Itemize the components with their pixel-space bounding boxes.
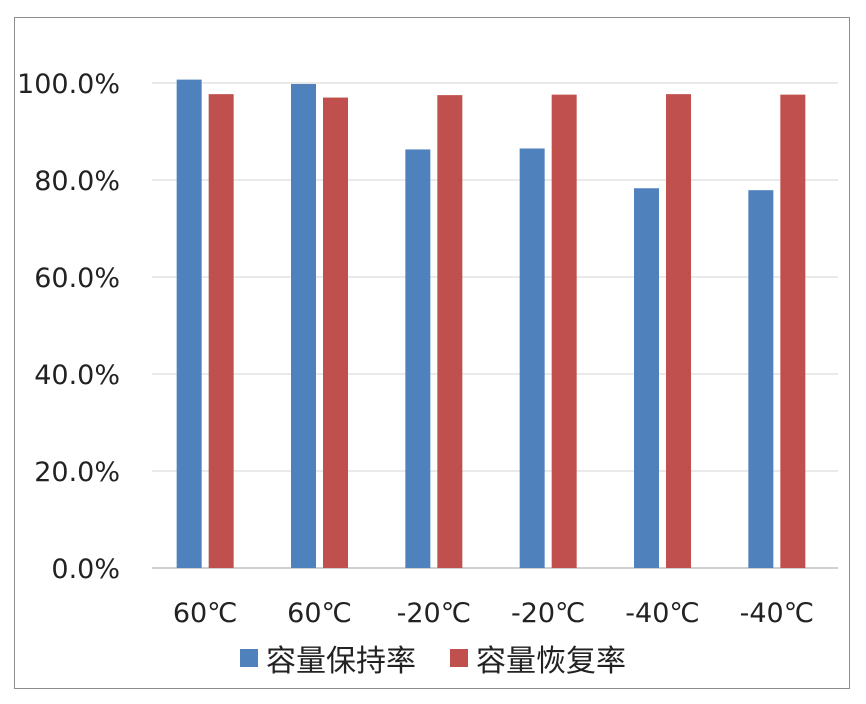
bar-retention [634, 188, 659, 568]
legend: 容量保持率 容量恢复率 [0, 636, 866, 680]
bar-recovery [437, 95, 463, 568]
bar-retention [519, 148, 545, 568]
bar-recovery [551, 94, 577, 568]
legend-item-retention: 容量保持率 [240, 636, 416, 680]
legend-label-recovery: 容量恢复率 [476, 644, 626, 679]
x-tick-label: 60℃ [287, 598, 352, 629]
bar-recovery [323, 97, 348, 569]
legend-label-retention: 容量保持率 [266, 644, 416, 679]
bar-recovery [208, 94, 234, 568]
x-tick-label: -40℃ [740, 598, 814, 629]
y-tick-label: 20.0% [34, 457, 120, 488]
y-tick-label: 100.0% [17, 69, 120, 100]
x-tick-label: -20℃ [397, 598, 471, 629]
x-tick-label: -20℃ [511, 598, 585, 629]
y-tick-label: 80.0% [34, 166, 120, 197]
y-tick-label: 40.0% [34, 360, 120, 391]
y-tick-label: 0.0% [51, 554, 120, 585]
legend-swatch-recovery [450, 649, 468, 667]
bar-recovery [780, 94, 806, 568]
x-tick-label: -40℃ [625, 598, 699, 629]
bar-retention [748, 190, 774, 568]
legend-swatch-retention [240, 649, 258, 667]
chart-frame [14, 17, 850, 689]
x-tick-label: 60℃ [173, 598, 238, 629]
bar-retention [176, 79, 202, 568]
bar-retention [291, 83, 316, 568]
legend-item-recovery: 容量恢复率 [450, 636, 626, 680]
bar-retention [405, 149, 431, 568]
bar-recovery [666, 94, 691, 568]
y-tick-label: 60.0% [34, 263, 120, 294]
